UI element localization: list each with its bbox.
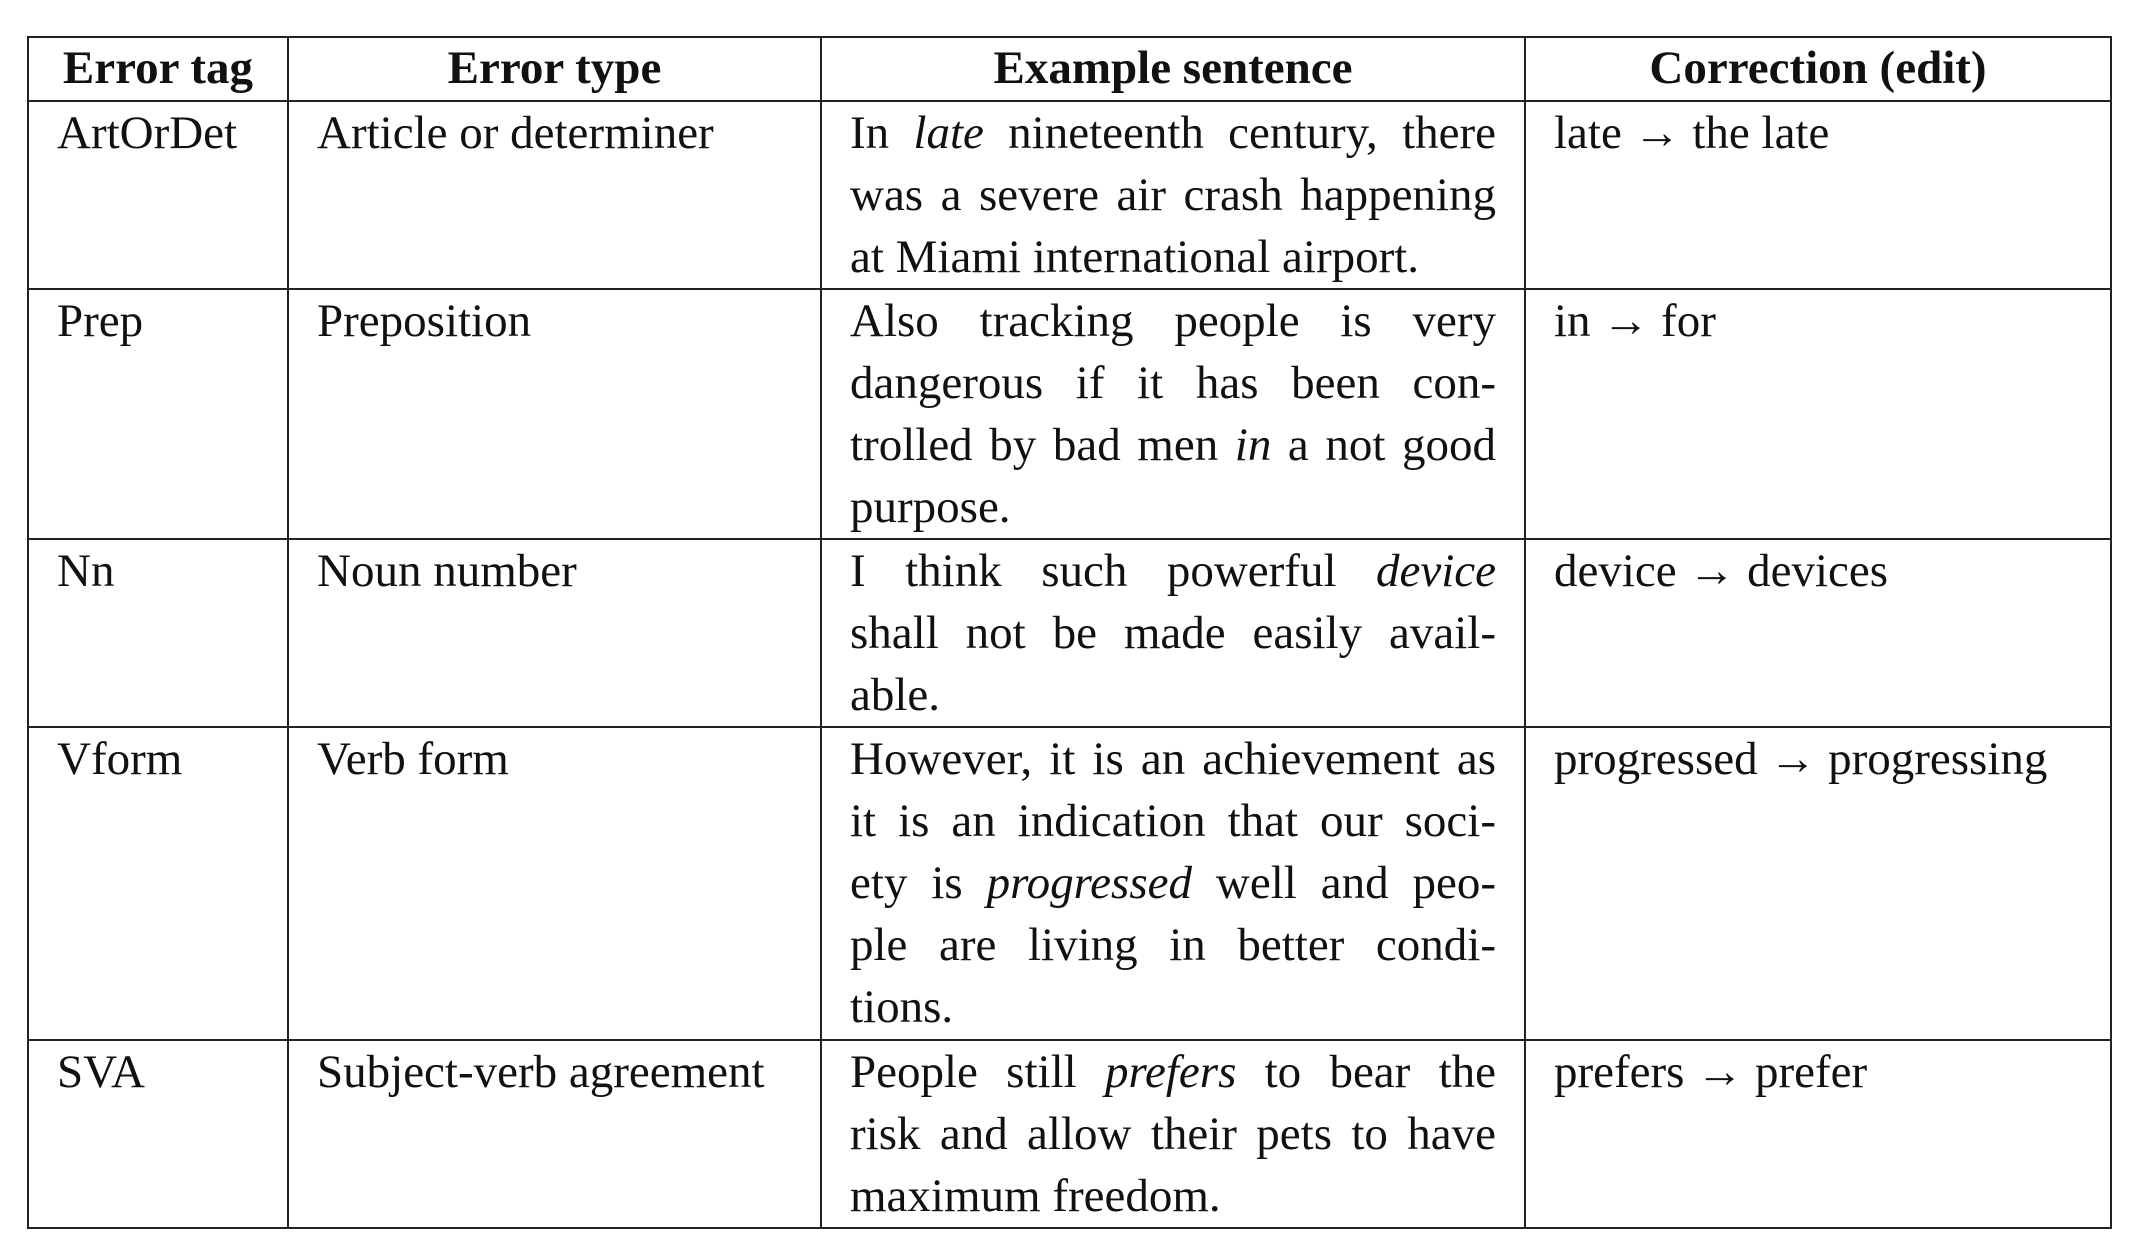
example-line: ety is progressed well and peo- (850, 852, 1496, 914)
example-text: People still (850, 1046, 1105, 1098)
cell-example-sentence: In late nineteenth century, there was a s… (820, 100, 1526, 290)
header-correction: Correction (edit) (1524, 36, 2112, 102)
table-header-row: Error tag Error type Example sentence Co… (27, 36, 2112, 102)
example-text: trolled by bad men (850, 419, 1235, 471)
error-type-table: Error tag Error type Example sentence Co… (27, 36, 2112, 1229)
example-text: shall not be made easily avail- (850, 607, 1496, 659)
example-line: I think such powerful device (850, 540, 1496, 602)
header-error-tag: Error tag (27, 36, 289, 102)
table-row: Prep Preposition Also tracking people is… (27, 288, 2112, 540)
cell-correction: late → the late (1524, 100, 2112, 290)
example-text: In (850, 107, 914, 159)
example-line: Also tracking people is very (850, 290, 1496, 352)
error-word: progressed (986, 857, 1192, 909)
example-line: it is an indication that our soci- (850, 790, 1496, 852)
example-text: at Miami international airport. (850, 231, 1420, 283)
example-text: ple are living in better condi- (850, 919, 1496, 971)
example-text: a not good (1271, 419, 1496, 471)
example-text: ety is (850, 857, 987, 909)
table-row: Vform Verb form However, it is an achiev… (27, 726, 2112, 1041)
cell-example-sentence: People still prefers to bear the risk and… (820, 1039, 1526, 1229)
table-row: SVA Subject-verb agreement People still … (27, 1039, 2112, 1229)
cell-error-type: Preposition (287, 288, 822, 540)
example-line: People still prefers to bear the (850, 1041, 1496, 1103)
table-row: ArtOrDet Article or determiner In late n… (27, 100, 2112, 290)
cell-error-type: Verb form (287, 726, 822, 1041)
example-text: to bear the (1236, 1046, 1496, 1098)
example-text: able. (850, 669, 941, 721)
example-text: dangerous if it has been con- (850, 357, 1496, 409)
example-text: well and peo- (1191, 857, 1496, 909)
example-line: shall not be made easily avail- (850, 602, 1496, 664)
cell-correction: prefers → prefer (1524, 1039, 2112, 1229)
example-line: was a severe air crash happening (850, 164, 1496, 226)
example-text: nineteenth century, there (983, 107, 1496, 159)
cell-error-tag: Prep (27, 288, 289, 540)
cell-example-sentence: I think such powerful device shall not be… (820, 538, 1526, 728)
cell-error-type: Subject-verb agreement (287, 1039, 822, 1229)
error-word: in (1234, 419, 1272, 471)
error-word: prefers (1104, 1046, 1237, 1098)
example-text: Also tracking people is very (850, 295, 1496, 347)
header-example-sentence: Example sentence (820, 36, 1526, 102)
example-text: I think such powerful (850, 545, 1376, 597)
example-text: tions. (850, 981, 954, 1033)
example-line: dangerous if it has been con- (850, 352, 1496, 414)
cell-correction: in → for (1524, 288, 2112, 540)
cell-error-tag: ArtOrDet (27, 100, 289, 290)
cell-error-tag: SVA (27, 1039, 289, 1229)
cell-error-tag: Vform (27, 726, 289, 1041)
example-line: able. (850, 664, 1496, 726)
example-line: trolled by bad men in a not good (850, 414, 1496, 476)
example-line: tions. (850, 976, 1496, 1038)
cell-example-sentence: However, it is an achievement as it is an… (820, 726, 1526, 1041)
example-line: In late nineteenth century, there (850, 102, 1496, 164)
cell-error-type: Article or determiner (287, 100, 822, 290)
example-text: was a severe air crash happening (850, 169, 1496, 221)
error-word: late (913, 107, 984, 159)
example-line: maximum freedom. (850, 1165, 1496, 1227)
example-text: it is an indication that our soci- (850, 795, 1496, 847)
cell-error-type: Noun number (287, 538, 822, 728)
example-line: at Miami international airport. (850, 226, 1496, 288)
example-text: risk and allow their pets to have (850, 1108, 1496, 1160)
example-text: However, it is an achievement as (850, 733, 1496, 785)
header-error-type: Error type (287, 36, 822, 102)
example-line: ple are living in better condi- (850, 914, 1496, 976)
example-line: risk and allow their pets to have (850, 1103, 1496, 1165)
cell-correction: progressed → progressing (1524, 726, 2112, 1041)
cell-example-sentence: Also tracking people is very dangerous if… (820, 288, 1526, 540)
cell-error-tag: Nn (27, 538, 289, 728)
example-text: maximum freedom. (850, 1170, 1221, 1222)
example-line: However, it is an achievement as (850, 728, 1496, 790)
example-text: purpose. (850, 481, 1011, 533)
error-word: device (1375, 545, 1496, 597)
example-line: purpose. (850, 476, 1496, 538)
cell-correction: device → devices (1524, 538, 2112, 728)
table-row: Nn Noun number I think such powerful dev… (27, 538, 2112, 728)
